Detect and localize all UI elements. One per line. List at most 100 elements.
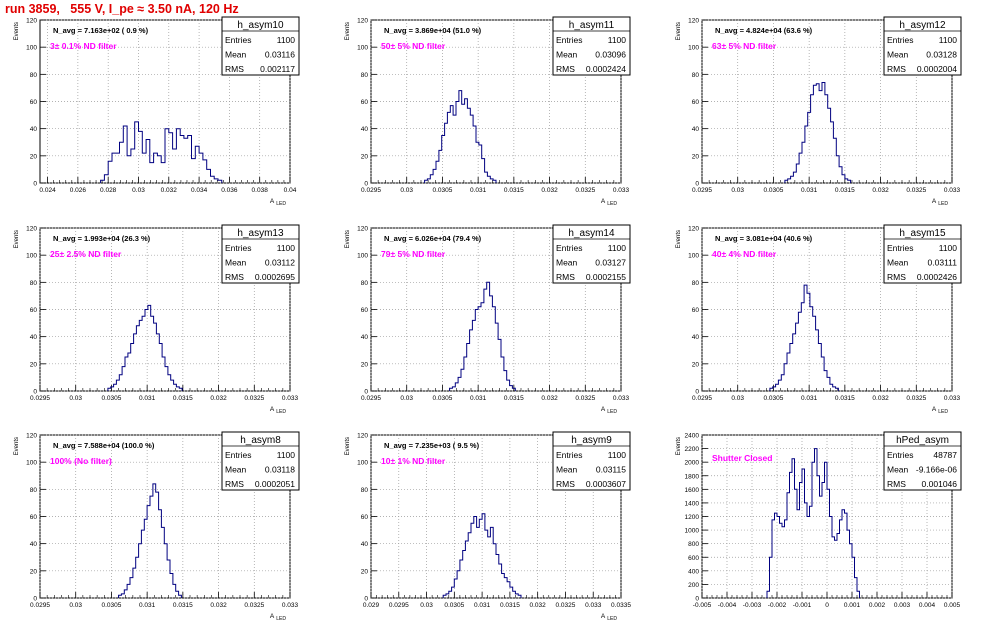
histogram-line <box>107 304 183 391</box>
y-tick-label: 120 <box>26 226 37 233</box>
x-tick-label: 0.003 <box>894 602 911 609</box>
y-axis-label: Events <box>345 22 351 40</box>
stat-value: 0.0002426 <box>917 272 957 282</box>
filter-label: 100% (No filter) <box>50 456 112 466</box>
stat-label: Entries <box>887 35 913 45</box>
y-tick-label: 80 <box>361 72 369 79</box>
x-tick-label: 0.032 <box>541 187 558 194</box>
filter-label: Shutter Closed <box>712 453 772 463</box>
y-tick-label: 60 <box>361 307 369 314</box>
y-tick-label: 0 <box>695 389 699 396</box>
x-tick-label: 0.03 <box>400 395 413 402</box>
x-axis-label: A LED <box>932 406 948 415</box>
x-tick-label: 0.0325 <box>555 602 575 609</box>
y-tick-label: 60 <box>30 99 38 106</box>
x-tick-label: 0.036 <box>221 187 238 194</box>
y-tick-label: 1800 <box>685 473 700 480</box>
x-tick-label: 0.032 <box>530 602 547 609</box>
stat-label: Entries <box>225 450 251 460</box>
y-tick-label: 120 <box>357 226 368 233</box>
x-tick-label: 0.032 <box>161 187 178 194</box>
stat-value: 0.001046 <box>922 479 958 489</box>
histogram-line <box>442 513 522 598</box>
x-tick-label: 0.0295 <box>30 395 50 402</box>
x-tick-label: 0.03 <box>132 187 145 194</box>
x-axis-label: A LED <box>601 198 617 207</box>
stat-value: 48787 <box>933 450 957 460</box>
y-tick-label: 120 <box>26 18 37 25</box>
navg-text: N_avg = 1.993e+04 (26.3 %) <box>53 234 151 243</box>
y-tick-label: 20 <box>692 361 700 368</box>
x-tick-label: 0.033 <box>585 602 602 609</box>
stat-label: RMS <box>225 272 244 282</box>
stat-value: -9.166e-06 <box>916 465 957 475</box>
x-tick-label: 0.0325 <box>575 395 595 402</box>
y-tick-label: 100 <box>26 460 37 467</box>
stat-value: 0.0002695 <box>255 272 295 282</box>
x-tick-label: 0.033 <box>613 187 630 194</box>
stat-label: Entries <box>225 35 251 45</box>
y-tick-label: 60 <box>692 307 700 314</box>
x-tick-label: 0.03 <box>69 395 82 402</box>
y-tick-label: 40 <box>361 126 369 133</box>
y-tick-label: 60 <box>361 99 369 106</box>
y-tick-label: 100 <box>688 253 699 260</box>
run-title: run 3859, 555 V, I_pe ≈ 3.50 nA, 120 Hz <box>5 2 239 16</box>
x-tick-label: 0.031 <box>474 602 491 609</box>
x-tick-label: 0.033 <box>282 395 299 402</box>
x-tick-label: -0.001 <box>793 602 812 609</box>
stat-label: Entries <box>887 450 913 460</box>
y-tick-label: 1000 <box>685 528 700 535</box>
histogram-panel: 0.0295 0.03 0.0305 0.031 0.0315 0.032 0.0325 0.… <box>345 224 631 415</box>
y-tick-label: 20 <box>692 153 700 160</box>
stat-label: RMS <box>556 479 575 489</box>
histogram-panel: 0.0295 0.03 0.0305 0.031 0.0315 0.032 0.0325 0.… <box>676 16 962 207</box>
x-tick-label: 0.004 <box>919 602 936 609</box>
histogram-name: h_asym14 <box>568 228 615 239</box>
x-tick-label: 0.0295 <box>361 187 381 194</box>
y-tick-label: 120 <box>357 18 368 25</box>
y-tick-label: 20 <box>30 568 38 575</box>
histogram-line <box>449 281 516 391</box>
x-tick-label: 0.031 <box>801 187 818 194</box>
x-tick-label: 0.029 <box>363 602 380 609</box>
y-tick-label: 400 <box>688 568 699 575</box>
y-tick-label: 20 <box>30 361 38 368</box>
histogram-panel: 0.024 0.026 0.028 0.03 0.032 0.034 0.036 0.038 0… <box>14 16 300 207</box>
x-axis-label: A LED <box>601 613 617 622</box>
stats-box <box>883 431 962 491</box>
y-tick-label: 120 <box>26 433 37 440</box>
y-tick-label: 80 <box>692 280 700 287</box>
y-tick-label: 80 <box>361 487 369 494</box>
stat-label: RMS <box>225 64 244 74</box>
y-tick-label: 0 <box>33 596 37 603</box>
stat-value: 0.0003607 <box>586 479 626 489</box>
histogram-panel: 0.0295 0.03 0.0305 0.031 0.0315 0.032 0.0325 0.… <box>676 224 962 415</box>
y-tick-label: 1200 <box>685 514 700 521</box>
x-tick-label: 0.033 <box>944 187 961 194</box>
x-tick-label: -0.003 <box>743 602 762 609</box>
y-tick-label: 0 <box>33 181 37 188</box>
histogram-panel: 0.029 0.0295 0.03 0.0305 0.031 0.0315 0.032 0.0… <box>345 431 631 622</box>
stat-label: Mean <box>887 50 909 60</box>
x-tick-label: 0.032 <box>541 395 558 402</box>
y-tick-label: 40 <box>361 334 369 341</box>
stat-label: Mean <box>556 258 578 268</box>
stats-box <box>221 431 300 491</box>
stat-label: RMS <box>887 64 906 74</box>
stat-value: 0.03116 <box>265 50 295 60</box>
y-tick-label: 60 <box>30 307 38 314</box>
stat-value: 0.03096 <box>595 50 626 60</box>
x-tick-label: 0.032 <box>872 395 889 402</box>
y-tick-label: 100 <box>357 253 368 260</box>
x-tick-label: 0.0305 <box>432 395 452 402</box>
navg-text: N_avg = 7.235e+03 ( 9.5 %) <box>384 441 480 450</box>
stat-value: 0.03128 <box>926 50 957 60</box>
y-tick-label: 60 <box>361 514 369 521</box>
x-tick-label: 0.0315 <box>173 602 193 609</box>
x-tick-label: 0.032 <box>872 187 889 194</box>
x-tick-label: 0.031 <box>139 602 156 609</box>
y-axis-label: Events <box>14 230 20 248</box>
y-axis-label: Events <box>676 437 682 455</box>
y-tick-label: 0 <box>695 596 699 603</box>
